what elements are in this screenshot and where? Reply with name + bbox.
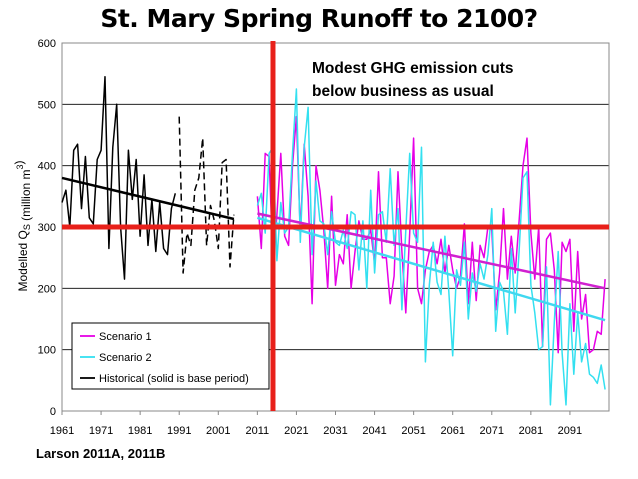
citation: Larson 2011A, 2011B [36,446,166,461]
series-line-historical-dashed [178,116,235,274]
y-axis-label: Modelled QS (million m3) [12,160,33,291]
x-tick-label: 2091 [558,425,582,437]
x-tick-label: 2001 [206,425,230,437]
y-tick-label: 300 [38,222,56,234]
x-tick-label: 1991 [167,425,191,437]
y-tick-label: 100 [38,345,56,357]
y-tick-label: 600 [38,38,56,50]
y-tick-label: 200 [38,283,56,295]
series-line-historical-solid-is-base-period [61,75,177,280]
x-tick-label: 2011 [246,425,270,437]
legend-label: Scenario 1 [99,331,152,343]
trend-line [61,176,235,221]
highlight-lines [62,41,609,411]
x-tick-label: 1971 [89,425,113,437]
y-axis-ticks: 0 100 200 300 400 500 600 [38,38,56,418]
x-tick-label: 1961 [50,425,74,437]
x-tick-label: 2071 [480,425,504,437]
legend-label: Historical (solid is base period) [99,373,249,385]
annotation-line-2: below business as usual [312,83,494,100]
trend-line [257,216,606,322]
x-tick-label: 2051 [401,425,425,437]
y-tick-label: 400 [38,161,56,173]
annotation-line-1: Modest GHG emission cuts [312,60,514,77]
series-lines [61,75,606,406]
legend: Scenario 1 Scenario 2 Historical (solid is… [71,322,270,390]
y-tick-label: 500 [38,99,56,111]
x-axis-ticks: 1961 1971 1981 1991 2001 2011 2021 2031 2041 2051… [50,411,582,437]
slide-title: St. Mary Spring Runoff to 2100? [100,4,538,33]
x-tick-label: 2081 [519,425,543,437]
legend-box [71,322,270,390]
x-tick-label: 1981 [128,425,152,437]
series-line-scenario-2 [256,88,606,406]
y-tick-label: 0 [50,406,56,418]
x-tick-label: 2041 [362,425,386,437]
x-tick-label: 2021 [284,425,308,437]
x-tick-label: 2031 [323,425,347,437]
legend-label: Scenario 2 [99,352,152,364]
x-tick-label: 2061 [440,425,464,437]
